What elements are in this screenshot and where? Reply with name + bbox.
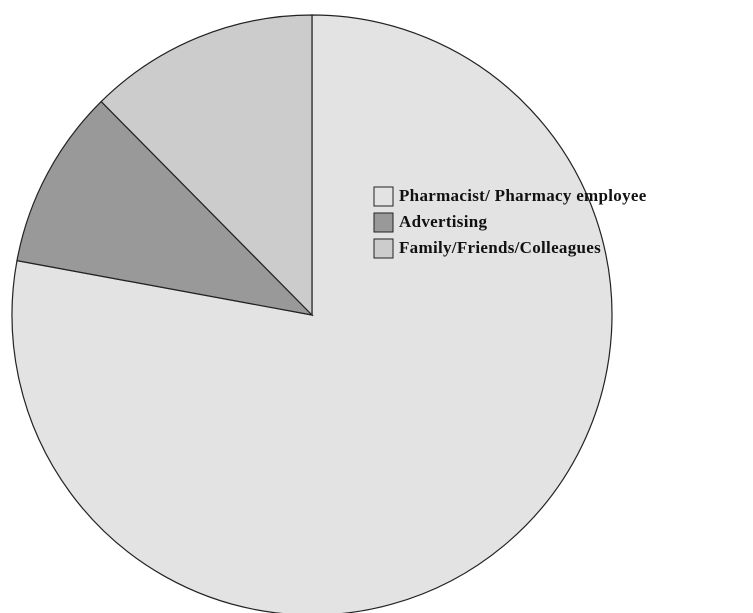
legend-label: Family/Friends/Colleagues bbox=[399, 238, 601, 257]
pie-slice bbox=[16, 100, 314, 316]
pie-slice bbox=[100, 14, 313, 317]
legend-swatch bbox=[373, 212, 394, 233]
legend-label: Pharmacist/ Pharmacy employee bbox=[399, 186, 647, 205]
legend-swatch bbox=[373, 238, 394, 259]
legend-label: Advertising bbox=[399, 212, 487, 231]
legend-swatch bbox=[373, 186, 394, 207]
pie-slice bbox=[11, 14, 613, 613]
